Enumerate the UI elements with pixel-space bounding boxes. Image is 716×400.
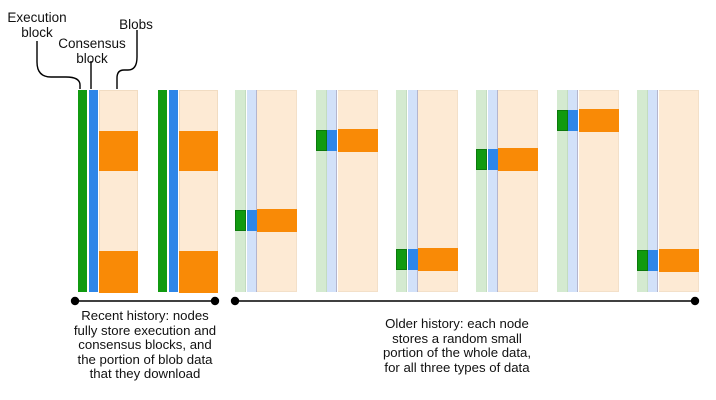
blobs-history-track	[337, 90, 378, 292]
blob-sample-segment	[257, 209, 297, 232]
consensus-sample-segment	[568, 110, 578, 131]
consensus-sample-segment	[246, 210, 257, 231]
execution-sample-segment	[636, 250, 648, 271]
consensus-block-bar	[168, 90, 178, 292]
consensus-block-label: Consensus block	[58, 36, 126, 66]
execution-connector-line	[36, 41, 81, 89]
range-endpoint-dot	[230, 296, 240, 306]
blobs-column	[179, 90, 218, 293]
consensus-history-track	[407, 90, 418, 292]
execution-block-bar	[77, 90, 87, 292]
execution-block-label: Execution block	[7, 10, 67, 40]
consensus-sample-segment	[648, 250, 658, 271]
downloaded-blob-segment	[99, 251, 138, 293]
stored-sample-row	[396, 248, 458, 271]
consensus-history-track	[246, 90, 257, 292]
blob-sample-segment	[418, 248, 458, 271]
blobs-history-track	[498, 90, 538, 292]
blobs-history-track	[257, 90, 297, 292]
stored-sample-row	[636, 249, 699, 272]
downloaded-blob-segment	[179, 131, 218, 171]
execution-history-track	[636, 90, 648, 292]
execution-sample-segment	[396, 249, 407, 270]
execution-sample-segment	[556, 110, 568, 131]
consensus-history-track	[648, 90, 658, 292]
execution-sample-segment	[476, 149, 487, 170]
downloaded-blob-segment	[179, 251, 218, 293]
execution-block-bar	[157, 90, 167, 292]
stored-sample-row	[556, 109, 619, 132]
stored-sample-row	[315, 129, 378, 152]
blob-sample-segment	[658, 249, 699, 272]
older-history-caption: Older history: each node stores a random…	[382, 316, 532, 375]
execution-history-track	[235, 90, 246, 292]
range-endpoint-dot	[210, 296, 220, 306]
blob-sample-segment	[337, 129, 378, 152]
consensus-history-track	[487, 90, 498, 292]
consensus-sample-segment	[327, 130, 337, 151]
blobs-connector-line	[116, 30, 138, 89]
consensus-sample-segment	[487, 149, 498, 170]
blobs-label: Blobs	[119, 17, 153, 32]
consensus-history-track	[327, 90, 337, 292]
execution-history-track	[315, 90, 327, 292]
blob-sample-segment	[498, 148, 538, 171]
recent-history-caption: Recent history: nodes fully store execut…	[73, 308, 217, 382]
stored-sample-row	[235, 209, 297, 232]
consensus-history-track	[568, 90, 578, 292]
range-endpoint-dot	[690, 296, 700, 306]
consensus-block-bar	[88, 90, 98, 292]
range-endpoint-dot	[70, 296, 80, 306]
execution-history-track	[476, 90, 487, 292]
consensus-sample-segment	[407, 249, 418, 270]
execution-sample-segment	[315, 130, 327, 151]
execution-history-track	[396, 90, 407, 292]
downloaded-blob-segment	[99, 131, 138, 171]
blobs-column	[99, 90, 138, 293]
blob-sample-segment	[578, 109, 619, 132]
stored-sample-row	[476, 148, 538, 171]
execution-sample-segment	[235, 210, 246, 231]
execution-history-track	[556, 90, 568, 292]
